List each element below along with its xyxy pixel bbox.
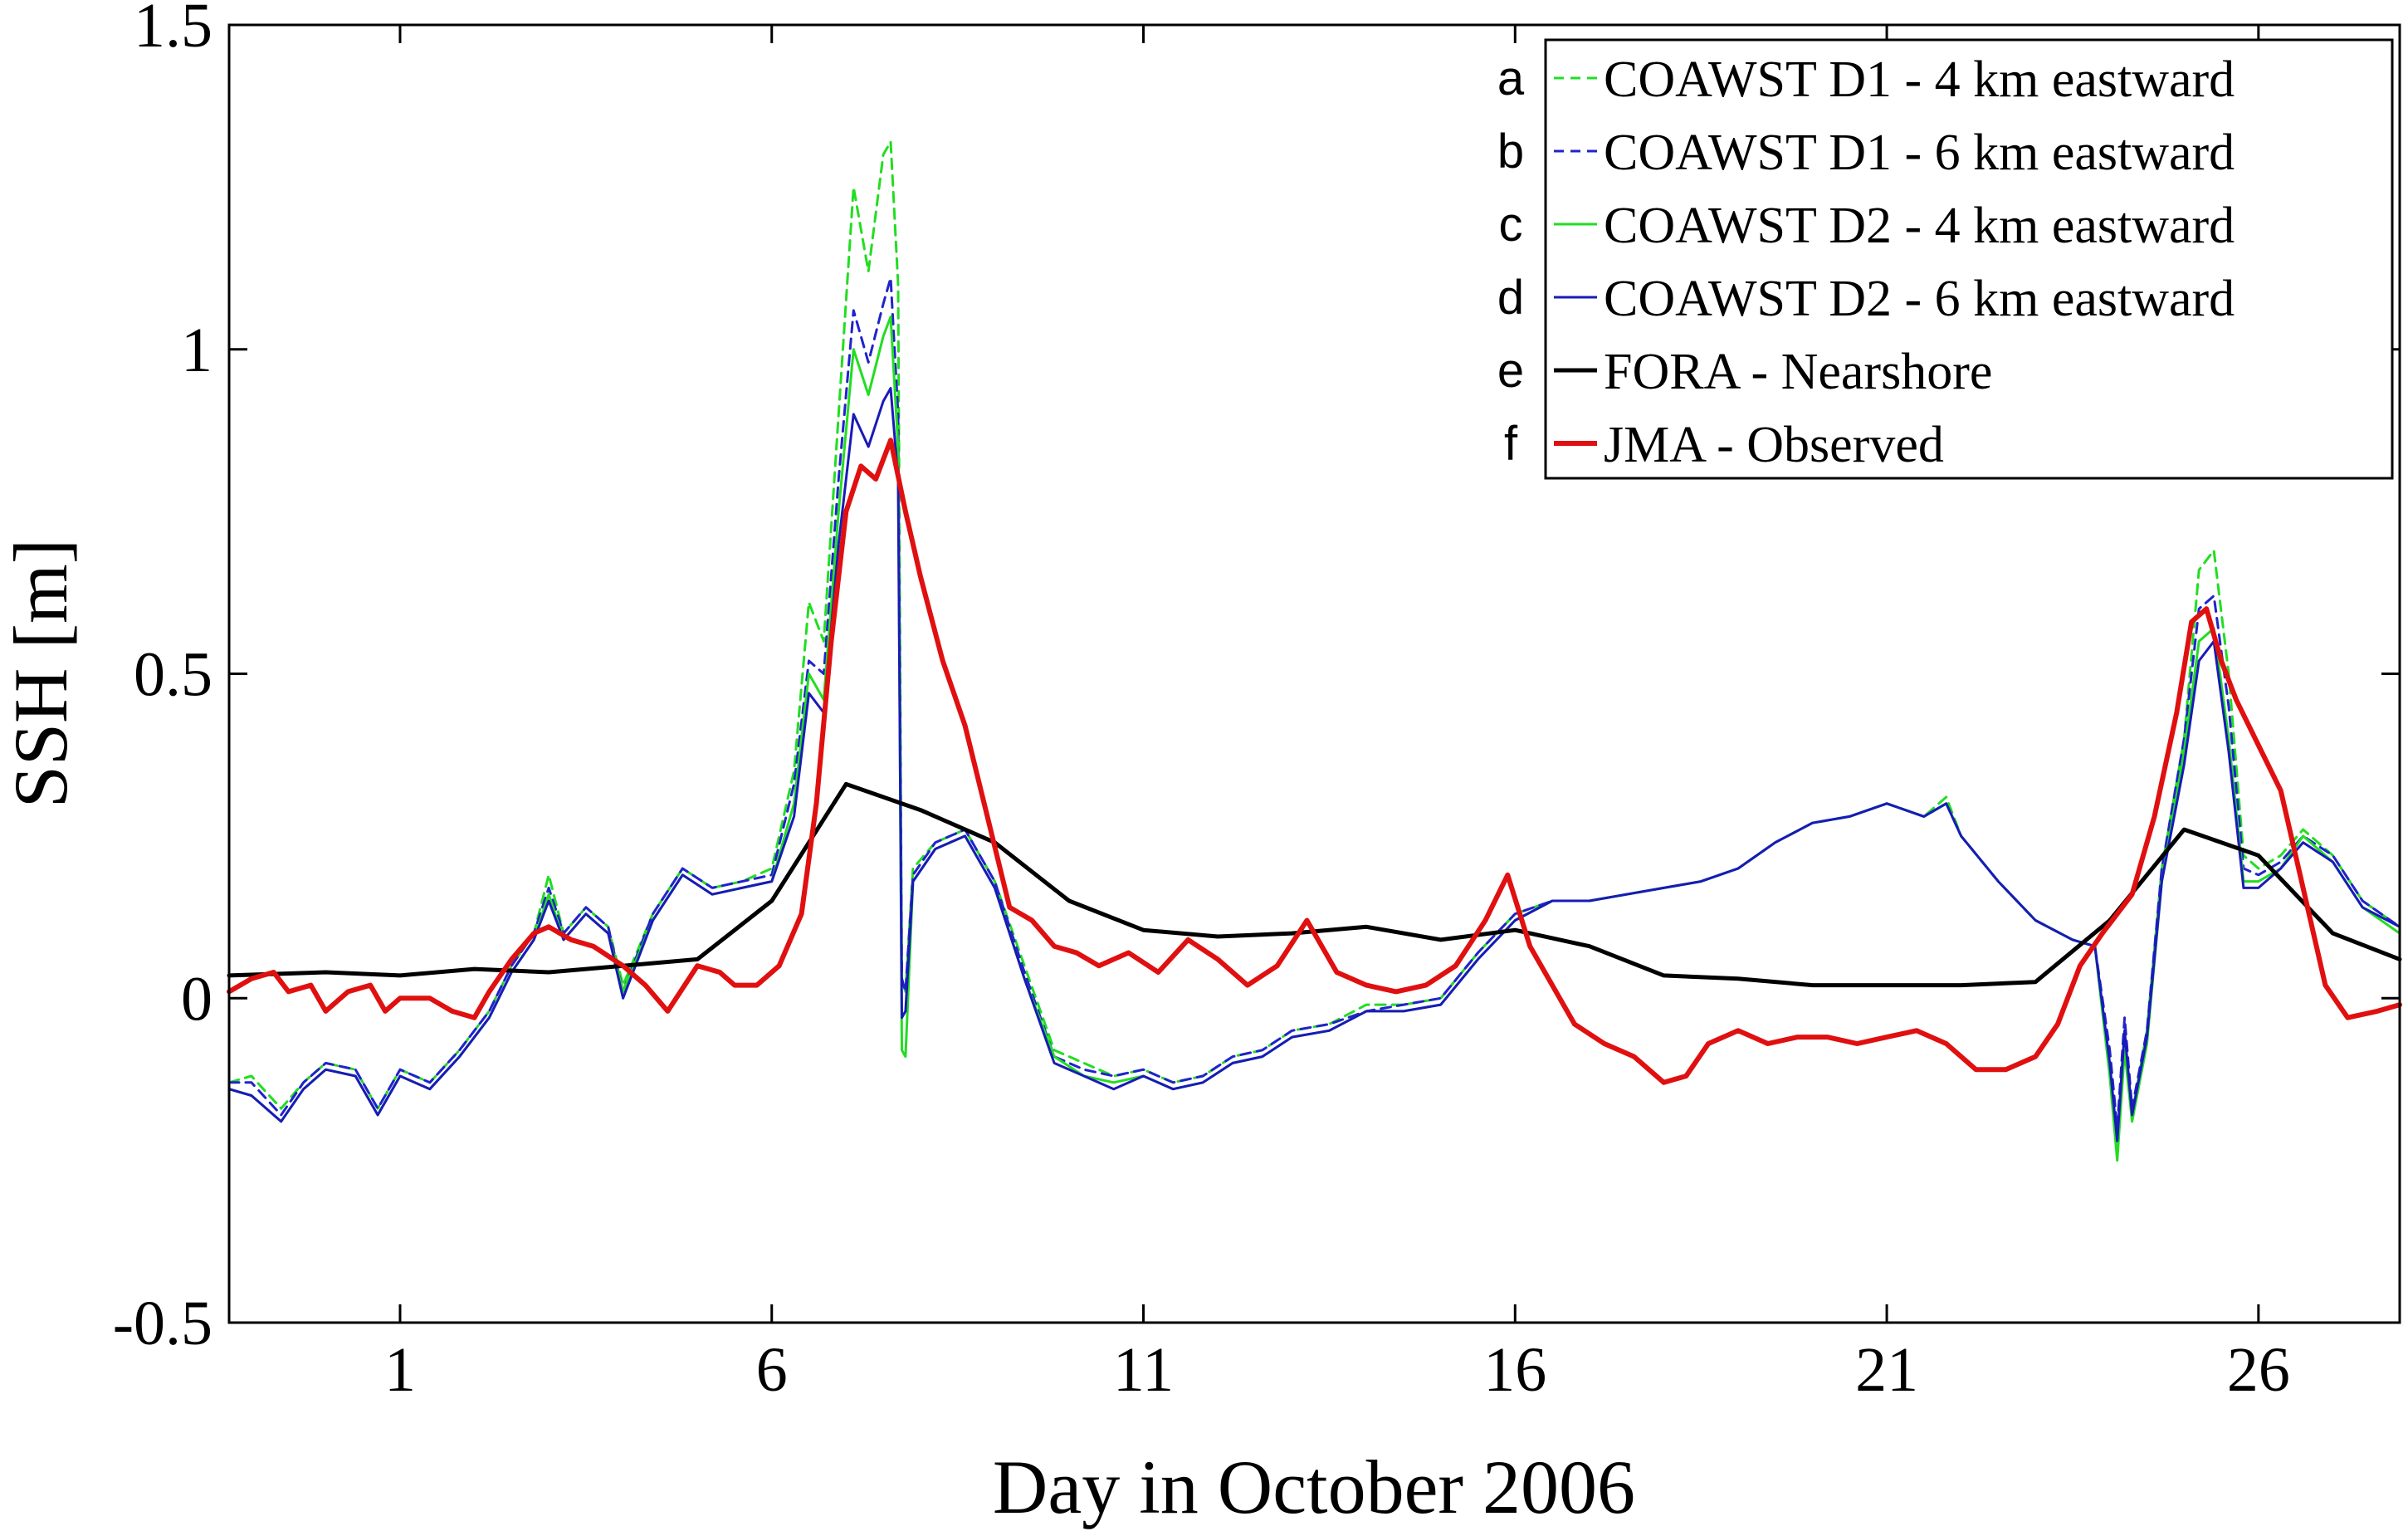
y-tick-label: 0.5 <box>134 640 212 710</box>
series-line-e <box>227 781 2402 988</box>
tick-layer: 1 6 11 16 21 26-0.500.511.5 <box>113 0 2400 1405</box>
x-tick-label: 21 <box>1855 1335 1918 1405</box>
legend-letter-a: a <box>1497 51 1525 105</box>
y-tick-label: 1.5 <box>134 0 212 61</box>
legend-label-c: COAWST D2 - 4 km eastward <box>1604 198 2235 254</box>
series-line-f <box>227 438 2402 1085</box>
x-tick-label: 26 <box>2227 1335 2290 1405</box>
y-tick-label: 1 <box>181 316 212 385</box>
y-tick-label: -0.5 <box>113 1289 212 1358</box>
x-tick-label: 16 <box>1483 1335 1546 1405</box>
legend-label-e: FORA - Nearshore <box>1604 344 1992 400</box>
legend-label-b: COAWST D1 - 6 km eastward <box>1604 125 2235 181</box>
x-axis-title: Day in October 2006 <box>993 1445 1635 1529</box>
legend-letter-e: e <box>1497 344 1524 398</box>
legend-label-a: COAWST D1 - 4 km eastward <box>1604 51 2235 108</box>
y-axis-title: SSH [m] <box>0 539 83 809</box>
x-tick-label: 6 <box>756 1335 788 1405</box>
legend-label-f: JMA - Observed <box>1604 417 1944 473</box>
legend-box <box>1544 38 2394 480</box>
legend-label-d: COAWST D2 - 6 km eastward <box>1604 271 2235 327</box>
legend-letter-f: f <box>1504 417 1518 471</box>
series-layer <box>227 140 2402 1162</box>
legend: a COAWST D1 - 4 km eastward b COAWST D1 - 6… <box>1497 38 2394 480</box>
legend-letter-c: c <box>1499 198 1523 252</box>
y-tick-label: 0 <box>181 964 212 1034</box>
series-line-d <box>227 387 2401 1142</box>
x-tick-label: 1 <box>384 1335 416 1405</box>
legend-letter-d: d <box>1497 271 1524 325</box>
x-tick-label: 11 <box>1113 1335 1174 1405</box>
legend-letter-b: b <box>1497 125 1524 179</box>
